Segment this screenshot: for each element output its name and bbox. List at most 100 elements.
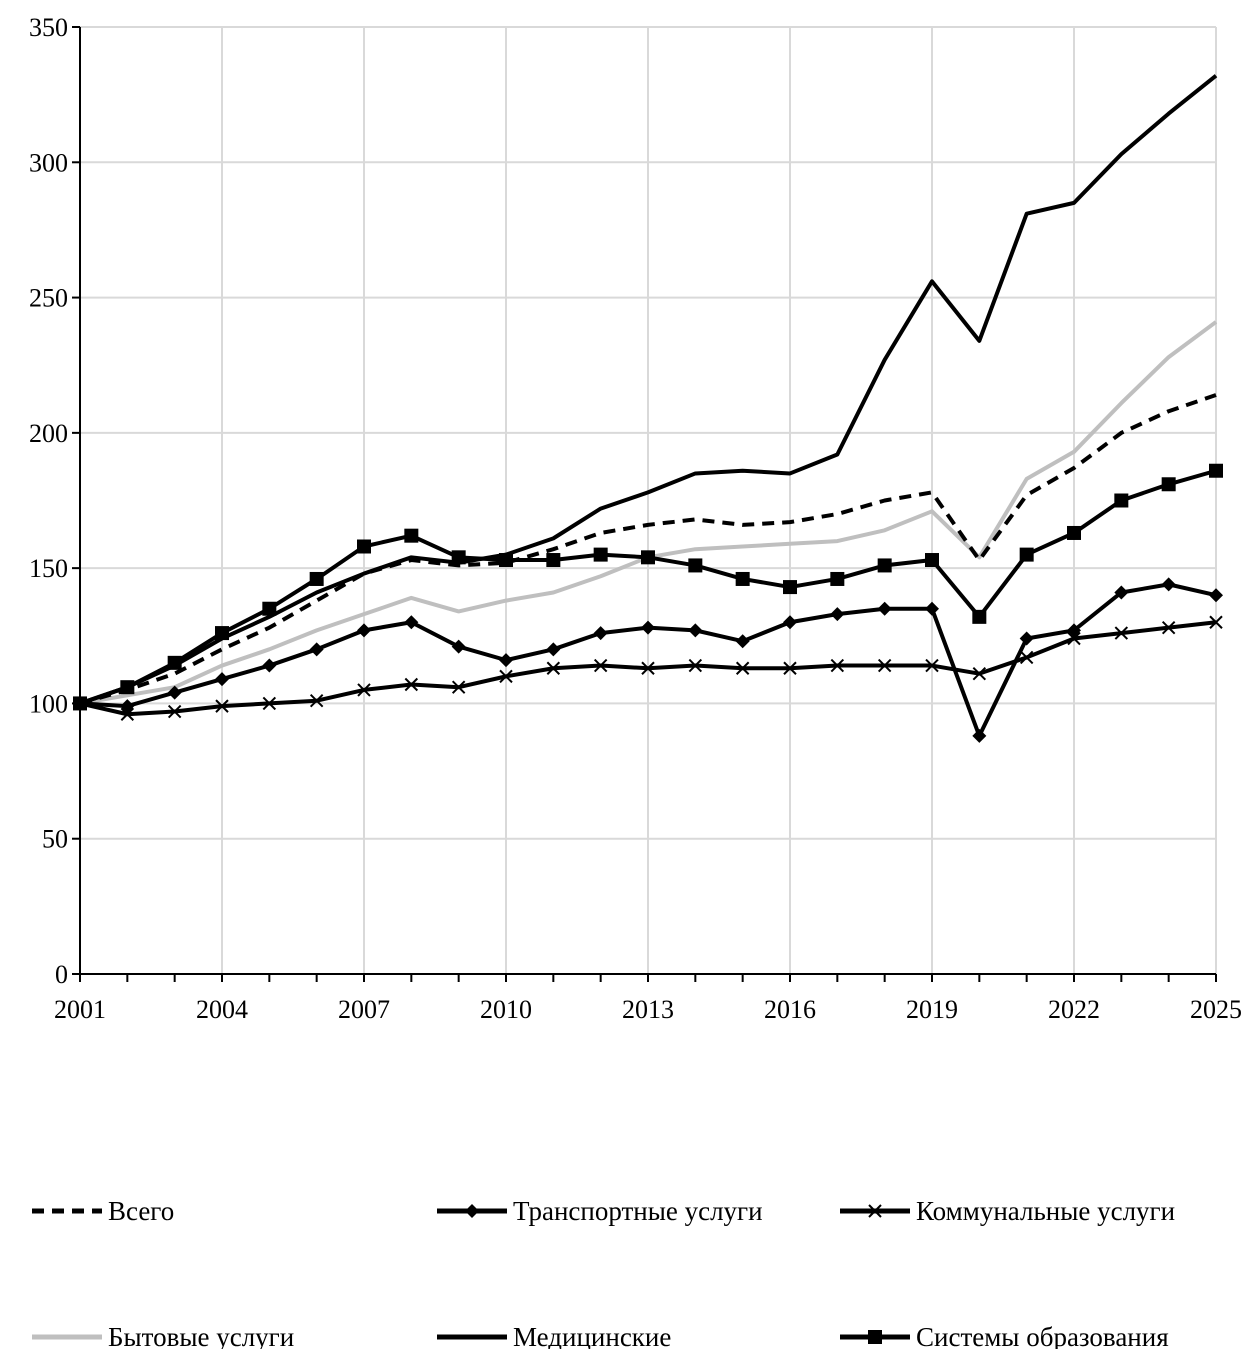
series-5-point — [830, 571, 845, 586]
legend-item-5: Системы образования — [840, 1322, 1169, 1349]
x-tick-label-2013: 2013 — [622, 995, 674, 1024]
series-2-point — [215, 699, 229, 713]
legend-label: Коммунальные услуги — [916, 1196, 1175, 1226]
series-5-point — [1161, 477, 1176, 492]
series-5-point — [215, 626, 229, 641]
series-1-point — [451, 639, 466, 654]
series-1-point — [1019, 631, 1034, 646]
series-1-point — [167, 685, 182, 700]
series-1-point — [1114, 585, 1129, 600]
series-1-point — [593, 626, 608, 641]
x-tick-label-2001: 2001 — [54, 995, 106, 1024]
legend-label: Бытовые услуги — [108, 1322, 294, 1349]
legend-marker — [868, 1330, 882, 1344]
series-1-point — [783, 615, 797, 630]
series-2-point — [783, 661, 797, 675]
series-1-point — [309, 642, 324, 657]
y-tick-label-50: 50 — [42, 825, 68, 854]
series-5-point — [167, 655, 182, 670]
series-2-point — [830, 658, 845, 673]
gridlines — [80, 26, 1217, 974]
series-1-point — [688, 623, 703, 638]
x-tick-label-2025: 2025 — [1190, 995, 1242, 1024]
series-2-point — [499, 669, 513, 684]
series-5-point — [357, 539, 371, 554]
series-5-point — [546, 553, 561, 568]
series-5-point — [593, 547, 608, 562]
series-2-point — [688, 658, 703, 673]
series-5-point — [877, 558, 892, 573]
series-5-point — [404, 528, 419, 543]
series-5-point — [309, 571, 324, 586]
series-1 — [73, 577, 1223, 743]
series-2-point — [641, 661, 655, 675]
series-2-point — [593, 658, 608, 673]
series-2-point — [404, 677, 419, 692]
series-1-point — [546, 642, 561, 657]
legend-marker — [868, 1204, 882, 1218]
series-2-point — [357, 683, 371, 697]
series-line-4 — [79, 74, 1218, 706]
series-1-point — [404, 615, 419, 630]
series-5 — [73, 463, 1223, 711]
x-tick-label-2010: 2010 — [480, 995, 532, 1024]
legend-label: Транспортные услуги — [513, 1196, 763, 1226]
series-1-point — [499, 653, 513, 668]
series-1-point — [357, 623, 371, 638]
series-5-point — [735, 571, 750, 586]
series-1-point — [925, 601, 939, 616]
legend-marker — [465, 1204, 479, 1218]
y-tick-label-100: 100 — [29, 689, 68, 718]
series-1-point — [1067, 623, 1081, 638]
series-1-point — [215, 672, 229, 687]
series-2-point — [1114, 626, 1129, 640]
y-tick-label-0: 0 — [55, 960, 68, 989]
legend-label: Всего — [108, 1196, 174, 1226]
y-tick-label-350: 350 — [29, 13, 68, 42]
series-2-point — [120, 707, 135, 721]
series-5-point — [499, 553, 513, 568]
series-2 — [73, 615, 1223, 721]
series-5-point — [262, 601, 277, 616]
y-tick-label-300: 300 — [29, 148, 68, 177]
y-tick-label-150: 150 — [29, 554, 68, 583]
series-4 — [79, 74, 1218, 706]
series-1-point — [262, 658, 277, 673]
series-2-point — [309, 694, 324, 708]
series-1-point — [1209, 588, 1223, 603]
series-group — [73, 74, 1223, 743]
series-5-point — [73, 696, 87, 711]
series-5-point — [451, 550, 466, 565]
x-tick-label-2016: 2016 — [764, 995, 816, 1024]
x-tick-label-2004: 2004 — [196, 995, 248, 1024]
legend-item-0: Всего — [32, 1196, 174, 1226]
legend-item-4: Медицинские — [437, 1322, 671, 1349]
y-tick-label-250: 250 — [29, 284, 68, 313]
series-2-point — [1019, 650, 1034, 665]
series-5-point — [972, 609, 987, 624]
x-tick-label-2007: 2007 — [338, 995, 390, 1024]
series-1-point — [641, 620, 655, 635]
series-2-point — [1067, 631, 1081, 646]
series-2-point — [546, 661, 561, 675]
series-5-point — [688, 558, 703, 573]
tick-labels: 0 50 100 150 200 250 300 350 2001 2004 2007 2010 201… — [29, 13, 1242, 1024]
legend-item-2: Коммунальные услуги — [840, 1196, 1175, 1226]
series-1-point — [972, 728, 987, 743]
legend-item-1: Транспортные услуги — [437, 1196, 763, 1226]
axes — [72, 26, 1217, 982]
series-5-point — [1114, 493, 1129, 508]
series-2-point — [925, 658, 939, 673]
series-1-point — [120, 699, 135, 714]
series-1-point — [735, 634, 750, 649]
series-5-point — [120, 680, 135, 695]
legend-item-3: Бытовые услуги — [32, 1322, 294, 1349]
series-line-0 — [79, 393, 1217, 706]
series-2-point — [877, 658, 892, 673]
series-2-point — [735, 661, 750, 675]
series-5-point — [641, 550, 655, 565]
series-5-point — [925, 553, 939, 568]
series-2-point — [167, 704, 182, 719]
series-2-point — [972, 666, 987, 681]
